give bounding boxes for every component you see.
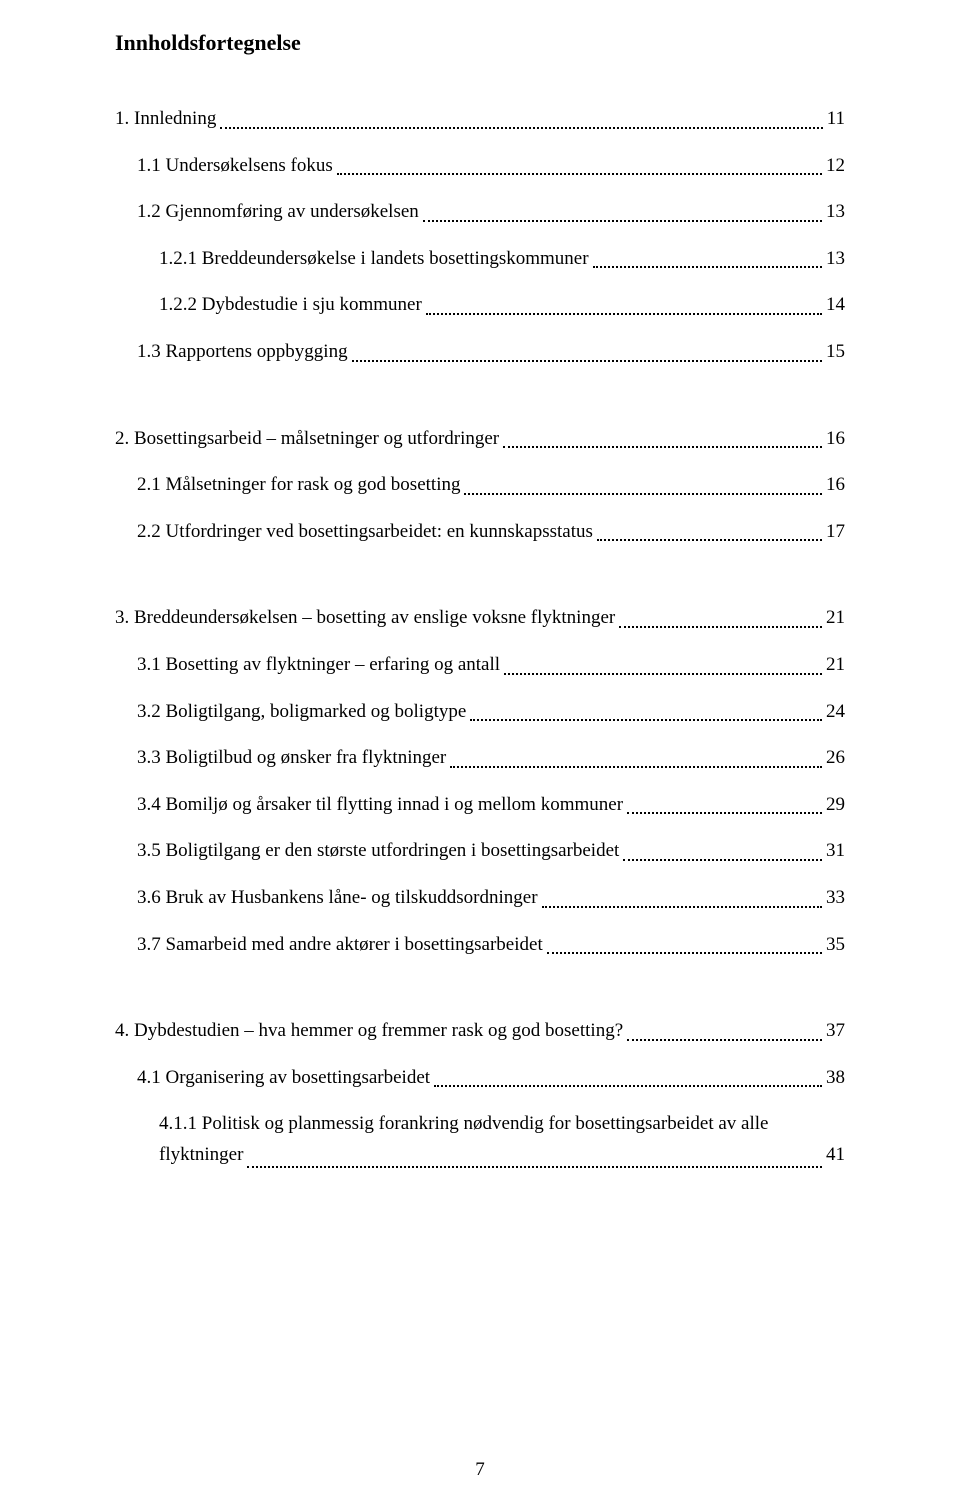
toc-entry-label: 3.2 Boligtilgang, boligmarked og boligty… <box>137 699 466 726</box>
toc-entry-label: 1. Innledning <box>115 106 216 133</box>
toc-entry-label: 4.1 Organisering av bosettingsarbeidet <box>137 1065 430 1092</box>
toc-entry: 2.2 Utfordringer ved bosettingsarbeidet:… <box>137 519 845 546</box>
toc-leader-dots <box>627 812 822 814</box>
toc-title: Innholdsfortegnelse <box>115 30 845 56</box>
toc-entry: 4. Dybdestudien – hva hemmer og fremmer … <box>115 1018 845 1045</box>
page-number: 7 <box>0 1459 960 1481</box>
toc-entry-label: 3.3 Boligtilbud og ønsker fra flyktninge… <box>137 745 446 772</box>
toc-entry-label: 1.3 Rapportens oppbygging <box>137 339 348 366</box>
section-gap <box>115 978 845 1018</box>
toc-entry: 3.4 Bomiljø og årsaker til flytting inna… <box>137 792 845 819</box>
toc-entry: 4.1.1 Politisk og planmessig forankring … <box>115 1111 845 1172</box>
toc-entry: 2.1 Målsetninger for rask og god bosetti… <box>137 472 845 499</box>
toc-entry-page: 17 <box>826 519 845 546</box>
section-gap <box>115 565 845 605</box>
toc-container: 1. Innledning 11 1.1 Undersøkelsens fokus… <box>115 106 845 1172</box>
toc-entry: 3. Breddeundersøkelsen – bosetting av en… <box>115 605 845 632</box>
toc-entry-label: 3.7 Samarbeid med andre aktører i bosett… <box>137 932 543 959</box>
toc-entry-page: 11 <box>827 106 845 133</box>
toc-entry-label: 4. Dybdestudien – hva hemmer og fremmer … <box>115 1018 623 1045</box>
toc-entry-label: 3.6 Bruk av Husbankens låne- og tilskudd… <box>137 885 538 912</box>
toc-entry: 3.7 Samarbeid med andre aktører i bosett… <box>137 932 845 959</box>
toc-entry-label: flyktninger <box>159 1138 243 1172</box>
toc-entry-label: 3.4 Bomiljø og årsaker til flytting inna… <box>137 792 623 819</box>
toc-entry: 3.6 Bruk av Husbankens låne- og tilskudd… <box>137 885 845 912</box>
toc-leader-dots <box>450 766 822 768</box>
toc-entry: 1.2 Gjennomføring av undersøkelsen 13 <box>137 199 845 226</box>
toc-leader-dots <box>464 493 822 495</box>
toc-leader-dots <box>220 127 822 129</box>
section-gap <box>115 386 845 426</box>
toc-entry-label: 1.2 Gjennomføring av undersøkelsen <box>137 199 419 226</box>
toc-entry-label: 2. Bosettingsarbeid – målsetninger og ut… <box>115 426 499 453</box>
toc-entry-page: 29 <box>826 792 845 819</box>
toc-leader-dots <box>434 1085 822 1087</box>
toc-leader-dots <box>504 673 822 675</box>
toc-leader-dots <box>619 626 822 628</box>
toc-entry-page: 35 <box>826 932 845 959</box>
toc-entry: 3.2 Boligtilgang, boligmarked og boligty… <box>137 699 845 726</box>
toc-entry-page: 14 <box>826 292 845 319</box>
toc-entry-page: 41 <box>826 1138 845 1172</box>
toc-entry-label: 4.1.1 Politisk og planmessig forankring … <box>159 1111 845 1138</box>
toc-entry-label: 3.5 Boligtilgang er den største utfordri… <box>137 838 619 865</box>
toc-leader-dots <box>627 1039 822 1041</box>
toc-entry-page: 12 <box>826 153 845 180</box>
toc-entry: 2. Bosettingsarbeid – målsetninger og ut… <box>115 426 845 453</box>
toc-entry-page: 31 <box>826 838 845 865</box>
toc-entry-page: 16 <box>826 472 845 499</box>
toc-entry-page: 24 <box>826 699 845 726</box>
toc-entry-page: 38 <box>826 1065 845 1092</box>
toc-leader-dots <box>547 952 822 954</box>
toc-leader-dots <box>470 719 822 721</box>
toc-entry-page: 37 <box>826 1018 845 1045</box>
toc-entry: 1.2.2 Dybdestudie i sju kommuner 14 <box>159 292 845 319</box>
toc-entry: 3.5 Boligtilgang er den største utfordri… <box>137 838 845 865</box>
toc-entry-label: 1.1 Undersøkelsens fokus <box>137 153 333 180</box>
toc-entry-page: 15 <box>826 339 845 366</box>
toc-leader-dots <box>593 266 822 268</box>
toc-leader-dots <box>426 313 822 315</box>
toc-leader-dots <box>503 446 822 448</box>
toc-leader-dots <box>623 859 822 861</box>
toc-entry-label: 3.1 Bosetting av flyktninger – erfaring … <box>137 652 500 679</box>
toc-entry-page: 16 <box>826 426 845 453</box>
toc-entry-page: 33 <box>826 885 845 912</box>
toc-leader-dots <box>247 1166 822 1168</box>
toc-entry-label: 1.2.2 Dybdestudie i sju kommuner <box>159 292 422 319</box>
toc-leader-dots <box>337 173 822 175</box>
toc-leader-dots <box>597 539 822 541</box>
toc-entry: 1.1 Undersøkelsens fokus 12 <box>137 153 845 180</box>
toc-entry: 1. Innledning 11 <box>115 106 845 133</box>
toc-entry-label: 2.2 Utfordringer ved bosettingsarbeidet:… <box>137 519 593 546</box>
toc-entry: 4.1 Organisering av bosettingsarbeidet 3… <box>137 1065 845 1092</box>
toc-leader-dots <box>423 220 822 222</box>
toc-entry-continuation: flyktninger 41 <box>159 1138 845 1172</box>
toc-entry-page: 26 <box>826 745 845 772</box>
toc-entry-label: 3. Breddeundersøkelsen – bosetting av en… <box>115 605 615 632</box>
toc-entry: 1.3 Rapportens oppbygging 15 <box>137 339 845 366</box>
toc-entry-page: 13 <box>826 246 845 273</box>
toc-entry-page: 21 <box>826 652 845 679</box>
toc-entry-label: 1.2.1 Breddeundersøkelse i landets boset… <box>159 246 589 273</box>
toc-leader-dots <box>352 360 822 362</box>
toc-entry: 1.2.1 Breddeundersøkelse i landets boset… <box>159 246 845 273</box>
toc-entry-label: 2.1 Målsetninger for rask og god bosetti… <box>137 472 460 499</box>
toc-entry: 3.3 Boligtilbud og ønsker fra flyktninge… <box>137 745 845 772</box>
toc-entry-page: 21 <box>826 605 845 632</box>
toc-entry-page: 13 <box>826 199 845 226</box>
toc-entry: 3.1 Bosetting av flyktninger – erfaring … <box>137 652 845 679</box>
toc-leader-dots <box>542 906 822 908</box>
